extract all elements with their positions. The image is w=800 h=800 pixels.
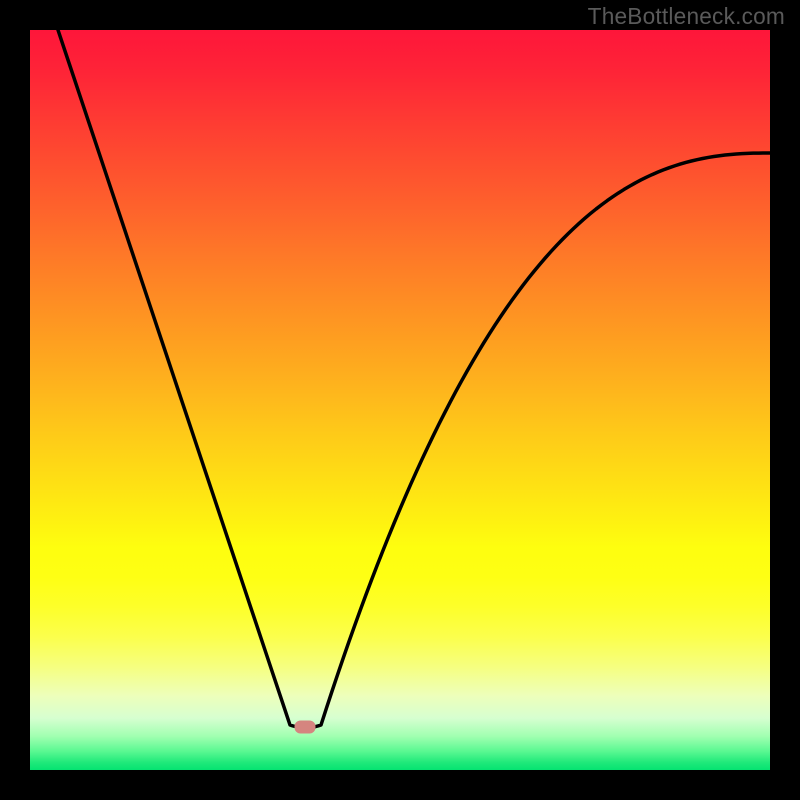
- chart-svg: [0, 0, 800, 800]
- optimal-point-marker: [295, 721, 316, 734]
- chart-background-gradient: [30, 30, 770, 770]
- watermark-text: TheBottleneck.com: [588, 3, 785, 30]
